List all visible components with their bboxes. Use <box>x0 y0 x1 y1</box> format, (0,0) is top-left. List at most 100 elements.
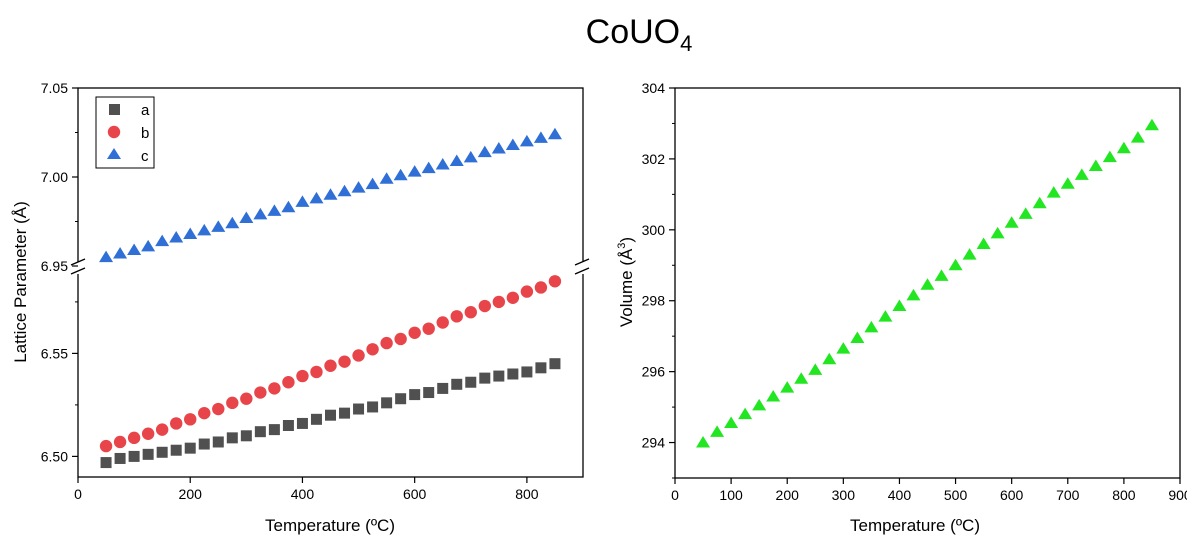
lattice-c-point <box>519 134 534 147</box>
lattice-a-point <box>395 393 407 405</box>
lattice-b-point <box>169 417 183 430</box>
lattice-c-point <box>225 216 240 229</box>
lattice-b-point <box>254 386 267 399</box>
lattice-b-point <box>422 322 435 335</box>
lattice-c-point <box>267 204 282 216</box>
volume-point <box>920 278 935 290</box>
volume-point <box>976 237 991 249</box>
volume-point <box>906 288 921 301</box>
volume-x-tick-label: 200 <box>776 487 800 503</box>
figure-title-main: CoUO <box>586 13 680 51</box>
volume-y-tick-label: 298 <box>642 293 666 309</box>
lattice-b-point <box>520 285 534 298</box>
lattice-c-point <box>351 181 366 193</box>
lattice-c-point <box>169 231 184 243</box>
lattice-a-point <box>493 370 505 382</box>
figure-title: CoUO4 <box>586 13 693 56</box>
lattice-c-point <box>337 184 352 197</box>
lattice-a-point <box>268 424 280 436</box>
volume-y-axis-title-main: Volume (Å <box>617 248 636 327</box>
volume-point <box>1060 177 1075 189</box>
lattice-a-point <box>325 409 336 421</box>
volume-point <box>990 226 1005 239</box>
volume-x-tick-label: 100 <box>719 487 743 503</box>
lattice-x-tick-label: 200 <box>179 486 203 502</box>
lattice-b-point <box>380 336 393 350</box>
lattice-b-point <box>506 291 520 304</box>
lattice-b-point <box>155 423 169 436</box>
volume-x-tick-label: 500 <box>944 487 968 503</box>
lattice-y-axis-title: Lattice Parameter (Å) <box>11 201 30 363</box>
lattice-a-point <box>240 430 252 442</box>
lattice-c-point <box>505 138 520 150</box>
lattice-b-point <box>436 316 449 329</box>
lattice-b-point <box>492 295 506 309</box>
volume-point <box>1102 150 1117 163</box>
lattice-a-point <box>437 382 449 394</box>
lattice-c-point <box>491 142 506 154</box>
lattice-a-point <box>128 450 140 462</box>
volume-y-axis-title-end: ) <box>617 237 636 243</box>
lattice-c-point <box>449 154 464 166</box>
lattice-y-tick-label: 6.55 <box>41 345 68 361</box>
volume-point <box>1088 159 1103 171</box>
volume-y-axis-title-superscript: 3 <box>616 243 628 249</box>
lattice-x-axis-title: Temperature (ºC) <box>265 516 395 535</box>
lattice-b-point <box>310 365 323 379</box>
volume-point <box>1116 141 1131 154</box>
volume-point <box>822 352 837 365</box>
lattice-b-point <box>366 343 379 356</box>
lattice-b-point <box>212 402 225 416</box>
lattice-c-point <box>141 239 156 252</box>
lattice-a-point <box>198 438 210 450</box>
volume-y-tick-label: 304 <box>642 80 666 96</box>
lattice-b-point <box>240 392 253 405</box>
volume-y-tick-label: 300 <box>642 222 666 238</box>
lattice-b-point <box>338 355 351 368</box>
lattice-a-point <box>507 368 519 380</box>
lattice-c-point <box>421 161 436 174</box>
lattice-c-point <box>547 127 562 140</box>
lattice-c-point <box>365 177 380 190</box>
lattice-c-point <box>239 211 254 223</box>
volume-markers <box>696 118 1159 448</box>
lattice-c-point <box>113 247 128 259</box>
figure-title-subscript: 4 <box>680 31 692 56</box>
lattice-a-point <box>100 457 112 469</box>
volume-point <box>1018 207 1033 219</box>
volume-x-tick-label: 800 <box>1112 487 1136 503</box>
lattice-plot-frame <box>77 87 584 478</box>
volume-point <box>948 258 963 271</box>
lattice-c-point <box>533 131 548 143</box>
legend-marker-a <box>109 104 120 115</box>
lattice-a-point <box>310 413 322 425</box>
lattice-a-point <box>254 426 266 438</box>
lattice-a-point <box>226 432 238 444</box>
lattice-a-point <box>367 401 379 413</box>
lattice-b-point <box>268 382 281 395</box>
volume-x-tick-label: 300 <box>832 487 856 503</box>
lattice-c-point <box>435 158 450 170</box>
lattice-markers <box>99 127 562 469</box>
lattice-c-point <box>197 223 212 236</box>
lattice-c-point <box>127 243 142 255</box>
volume-x-tick-label: 600 <box>1000 487 1024 503</box>
volume-y-tick-label: 296 <box>642 364 666 380</box>
lattice-a-point <box>282 420 294 431</box>
lattice-c-point <box>281 200 296 213</box>
volume-point <box>878 310 893 322</box>
legend-marker-b <box>107 125 121 139</box>
lattice-a-point <box>296 417 308 429</box>
lattice-a-point <box>381 397 393 409</box>
lattice-a-point <box>465 376 477 388</box>
lattice-c-point <box>295 195 310 207</box>
lattice-y-axis-break <box>70 258 590 275</box>
lattice-a-point <box>423 387 435 399</box>
lattice-b-point <box>184 413 197 426</box>
volume-point <box>934 269 949 281</box>
lattice-a-point <box>156 446 168 458</box>
volume-point <box>780 381 795 393</box>
lattice-b-point <box>450 310 463 323</box>
lattice-c-point <box>477 145 492 158</box>
lattice-a-point <box>184 442 196 454</box>
